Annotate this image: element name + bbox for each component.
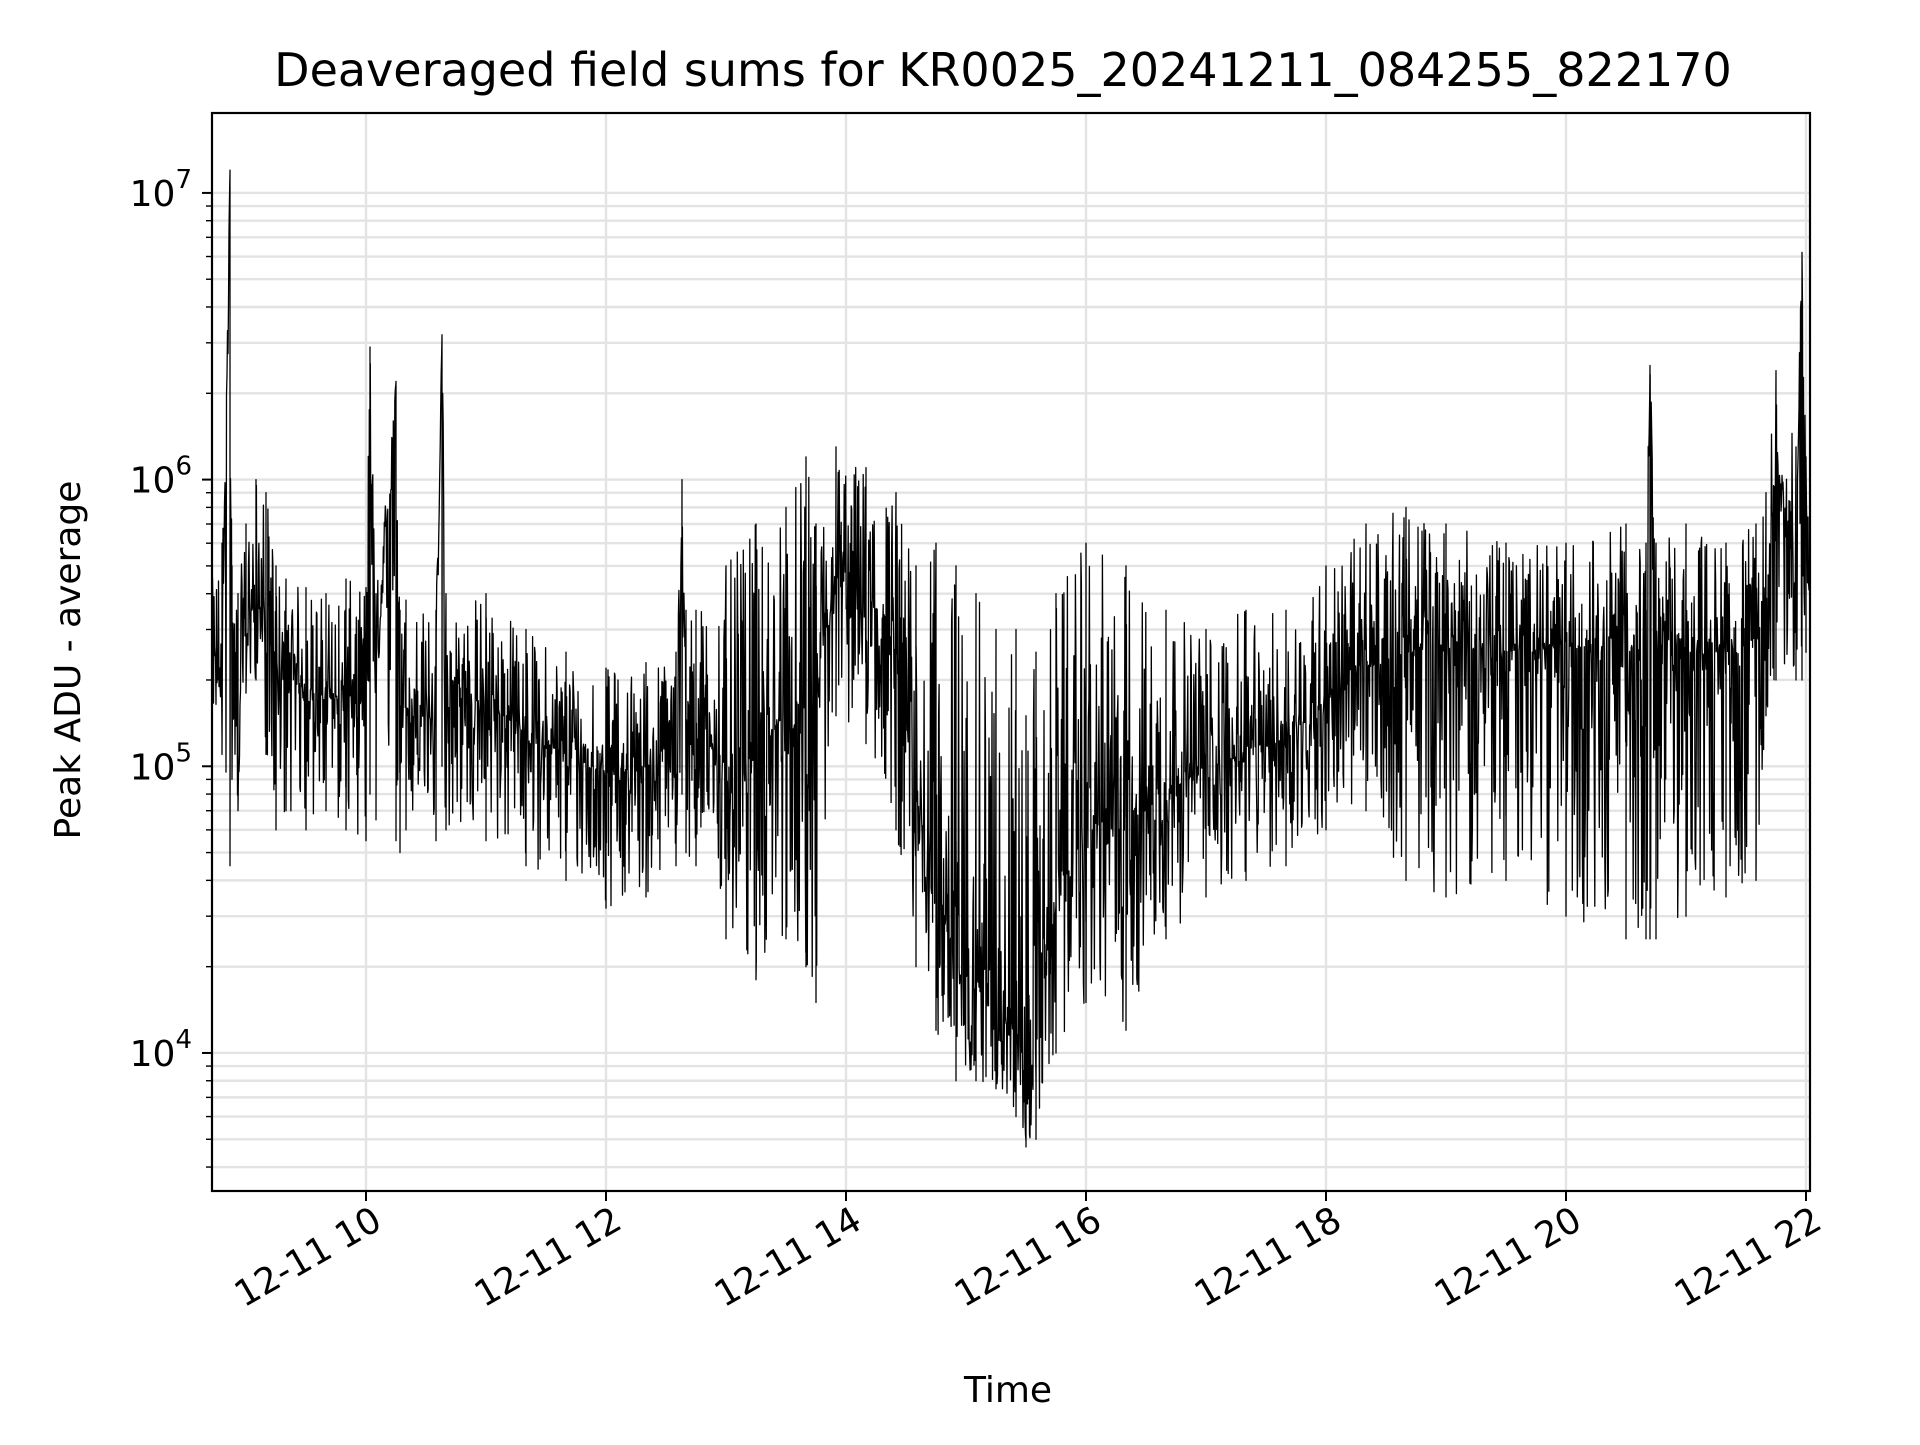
y-tick-label: 107 <box>130 165 192 215</box>
y-tick-label: 106 <box>130 452 192 502</box>
y-tick-label: 105 <box>130 738 192 788</box>
x-axis-label: Time <box>963 1370 1052 1411</box>
y-axis-label: Peak ADU - average <box>48 481 89 840</box>
y-tick-label: 104 <box>130 1025 192 1075</box>
plot-area <box>211 169 1811 1148</box>
chart-title: Deaveraged field sums for KR0025_2024121… <box>274 43 1732 97</box>
series-line <box>211 169 1811 1148</box>
plot-frame <box>210 111 1812 1193</box>
